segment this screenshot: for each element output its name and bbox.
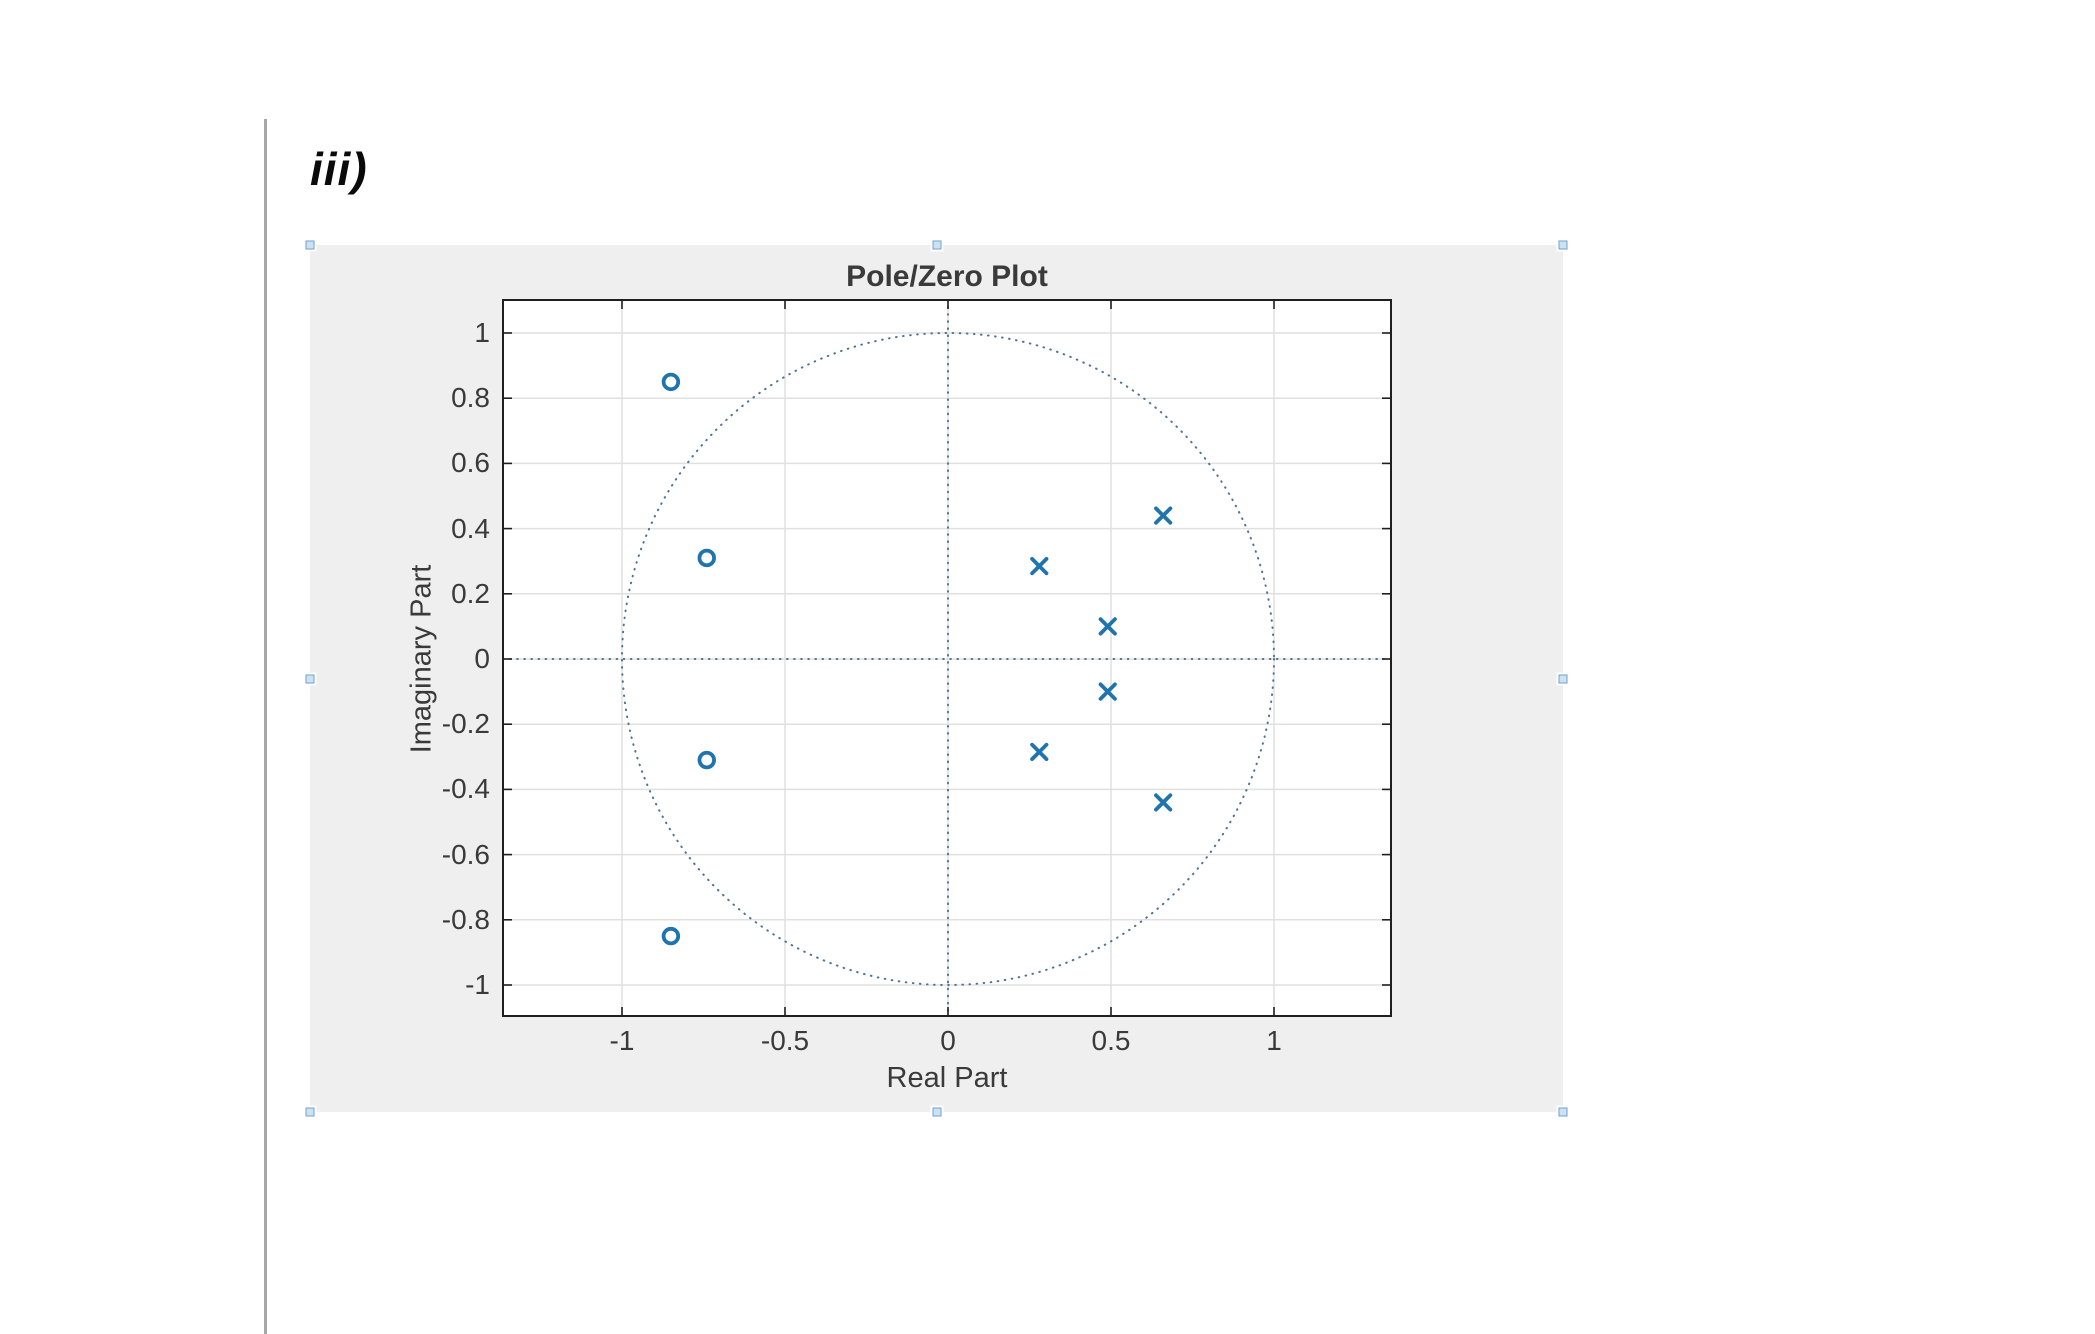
y-tick-label: -0.4 bbox=[441, 773, 490, 805]
y-tick-label: -1 bbox=[465, 969, 490, 1000]
y-tick-label: 0.4 bbox=[451, 512, 490, 544]
zero-marker bbox=[697, 548, 716, 568]
y-tick-label: 0.2 bbox=[451, 577, 490, 609]
axes-box-border bbox=[502, 299, 1392, 1017]
unit-circle bbox=[621, 332, 1275, 986]
selection-handle-n[interactable] bbox=[932, 240, 941, 250]
plot-area-background bbox=[503, 300, 1391, 1016]
selection-handle-ne[interactable] bbox=[1558, 240, 1568, 250]
x-tick-label: 1 bbox=[1266, 1025, 1282, 1056]
pole-marker bbox=[1098, 682, 1117, 701]
pole-marker bbox=[1098, 617, 1117, 636]
pole-marker bbox=[1154, 506, 1173, 525]
pole-marker bbox=[1154, 793, 1173, 812]
selection-handle-w[interactable] bbox=[305, 674, 315, 683]
y-tick-label: -0.6 bbox=[441, 838, 490, 870]
selection-handle-sw[interactable] bbox=[305, 1107, 315, 1117]
figure-container[interactable]: Pole/Zero Plot Real Part Imaginary Part … bbox=[305, 240, 1568, 1117]
pole-zero-plot-canvas bbox=[502, 299, 1392, 1017]
document-margin-line bbox=[264, 119, 267, 1334]
selection-handle-s[interactable] bbox=[932, 1107, 941, 1117]
pole-marker bbox=[1030, 742, 1049, 762]
y-tick-label: -0.2 bbox=[441, 708, 490, 740]
selection-handle-e[interactable] bbox=[1558, 674, 1568, 683]
x-tick-label: -1 bbox=[609, 1025, 635, 1056]
y-tick-label: 0.8 bbox=[451, 382, 490, 414]
x-tick-label: -0.5 bbox=[760, 1025, 810, 1056]
zero-marker bbox=[661, 926, 681, 946]
y-tick-label: 0.6 bbox=[451, 447, 490, 479]
zero-marker bbox=[661, 372, 681, 392]
pole-marker bbox=[1030, 556, 1049, 576]
x-tick-label: 0 bbox=[940, 1025, 956, 1056]
selection-handle-se[interactable] bbox=[1558, 1107, 1568, 1117]
y-tick-label: -0.8 bbox=[441, 903, 490, 935]
x-axis-label: Real Part bbox=[886, 1062, 1008, 1094]
section-label: iii) bbox=[310, 143, 368, 195]
x-tick-label: 0.5 bbox=[1091, 1025, 1131, 1056]
zero-marker bbox=[697, 750, 716, 770]
y-tick-label: 0 bbox=[474, 643, 490, 674]
chart-title: Pole/Zero Plot bbox=[846, 260, 1048, 293]
y-tick-label: 1 bbox=[474, 317, 490, 348]
selection-handle-nw[interactable] bbox=[305, 240, 315, 250]
